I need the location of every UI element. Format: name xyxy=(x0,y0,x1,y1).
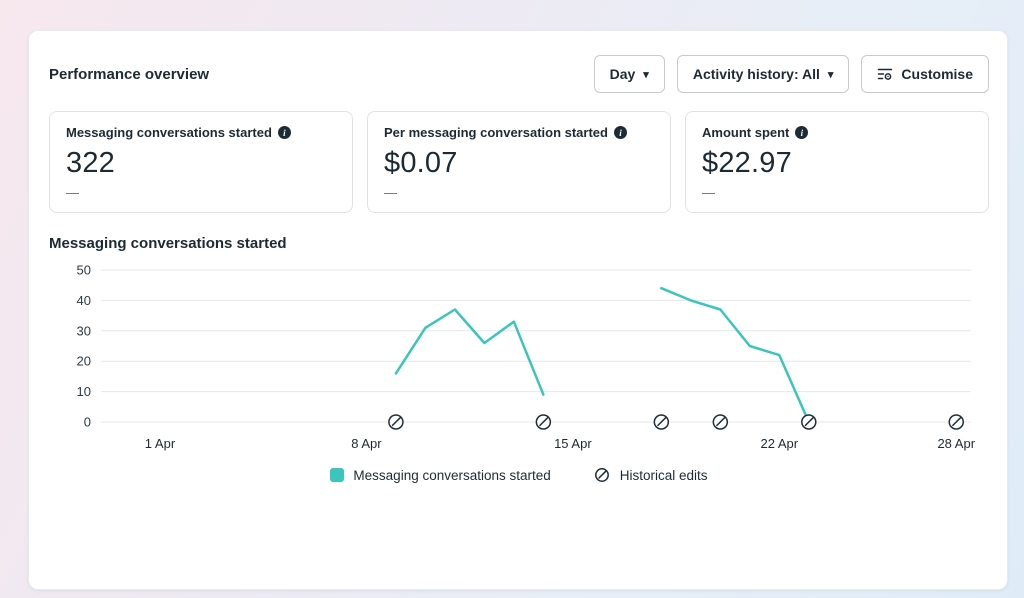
day-dropdown[interactable]: Day ▾ xyxy=(593,55,665,93)
metric-label: Messaging conversations started xyxy=(66,125,272,140)
metric-card-conversations: Messaging conversations started i 322 — xyxy=(49,111,353,213)
y-tick-label: 40 xyxy=(77,293,91,308)
chart-svg[interactable]: 0 10 20 30 40 50 1 Apr 8 Apr 15 Apr 22 Apr 28 Apr xyxy=(49,260,984,458)
metrics-row: Messaging conversations started i 322 — … xyxy=(49,111,989,213)
caret-down-icon: ▾ xyxy=(827,68,834,81)
historical-edit-marker[interactable] xyxy=(653,414,670,430)
x-tick-label: 15 Apr xyxy=(554,436,592,451)
caret-down-icon: ▾ xyxy=(643,68,649,81)
x-tick-label: 28 Apr xyxy=(937,436,975,451)
info-icon[interactable]: i xyxy=(795,126,809,139)
metric-label: Amount spent xyxy=(702,125,790,140)
legend-item-series: Messaging conversations started xyxy=(330,467,551,483)
metric-delta: — xyxy=(384,185,397,200)
metric-value: $0.07 xyxy=(384,147,458,179)
metric-card-per-conversation: Per messaging conversation started i $0.… xyxy=(367,111,671,213)
y-tick-label: 30 xyxy=(77,323,91,338)
metric-value: 322 xyxy=(66,147,115,179)
page-title: Performance overview xyxy=(49,65,210,83)
info-icon[interactable]: i xyxy=(277,126,291,139)
x-tick-label: 22 Apr xyxy=(761,436,799,451)
historical-edit-marker[interactable] xyxy=(801,414,817,430)
y-tick-label: 0 xyxy=(84,415,91,430)
chart-title: Messaging conversations started xyxy=(49,235,287,252)
legend-series-label: Messaging conversations started xyxy=(353,467,551,483)
day-dropdown-label: Day xyxy=(609,66,636,82)
y-tick-label: 10 xyxy=(77,384,91,399)
series-line xyxy=(660,286,811,424)
series-line xyxy=(394,308,545,396)
metric-delta: — xyxy=(702,185,715,200)
metric-label-row: Per messaging conversation started i xyxy=(384,125,654,140)
metric-label-row: Amount spent i xyxy=(702,125,972,140)
x-tick-label: 8 Apr xyxy=(351,436,382,451)
historical-edit-marker[interactable] xyxy=(712,414,729,430)
activity-history-label: Activity history: All xyxy=(692,66,820,82)
legend-item-edits: Historical edits xyxy=(593,466,708,484)
historical-edits-icon xyxy=(593,466,611,484)
historical-edit-marker[interactable] xyxy=(948,414,965,430)
metric-value: $22.97 xyxy=(702,147,792,179)
y-tick-label: 50 xyxy=(77,263,91,278)
toolbar: Day ▾ Activity history: All ▾ Custo xyxy=(593,55,989,93)
y-tick-label: 20 xyxy=(77,354,91,369)
metric-label: Per messaging conversation started xyxy=(384,125,608,140)
x-tick-label: 1 Apr xyxy=(145,436,176,451)
customise-label: Customise xyxy=(901,66,973,82)
info-icon[interactable]: i xyxy=(613,126,627,139)
metric-delta: — xyxy=(66,185,79,200)
chart-legend: Messaging conversations started Historic… xyxy=(49,466,989,484)
performance-overview-card: Performance overview Day ▾ Activity hist… xyxy=(28,30,1008,590)
header-row: Performance overview Day ▾ Activity hist… xyxy=(49,55,989,93)
legend-edits-label: Historical edits xyxy=(619,467,708,483)
customise-icon xyxy=(877,66,893,82)
historical-edit-marker[interactable] xyxy=(535,414,552,430)
metric-label-row: Messaging conversations started i xyxy=(66,125,336,140)
customise-button[interactable]: Customise xyxy=(861,55,989,93)
series-swatch-icon xyxy=(330,468,345,482)
metric-card-amount-spent: Amount spent i $22.97 — xyxy=(685,111,989,213)
historical-edit-marker[interactable] xyxy=(388,414,404,430)
activity-history-dropdown[interactable]: Activity history: All ▾ xyxy=(676,55,850,93)
